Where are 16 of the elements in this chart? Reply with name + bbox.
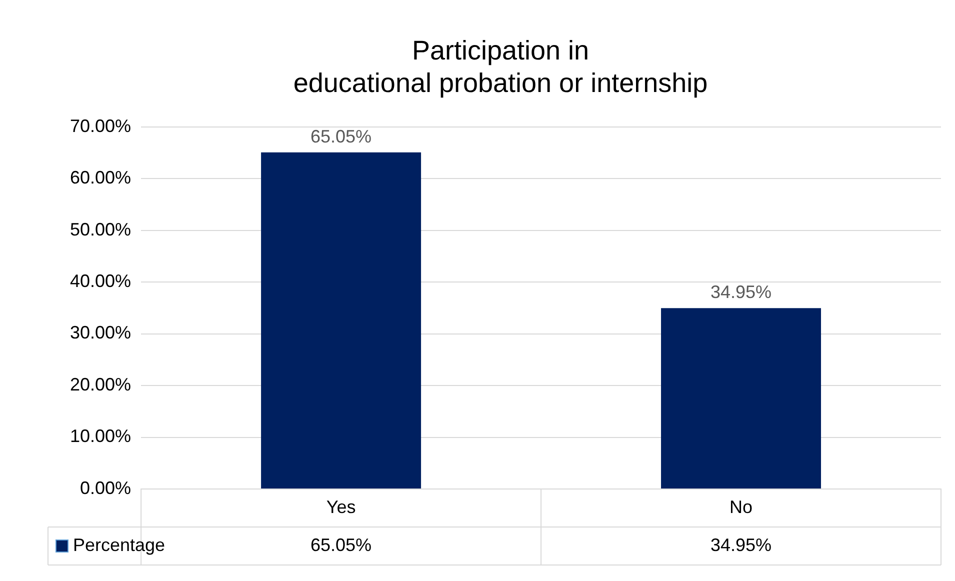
y-tick-label: 70.00% bbox=[70, 116, 132, 136]
y-tick-label: 50.00% bbox=[70, 219, 132, 240]
y-tick-label: 10.00% bbox=[70, 426, 132, 446]
y-tick-label: 0.00% bbox=[80, 478, 132, 498]
y-tick-label: 40.00% bbox=[70, 270, 132, 291]
legend-label: Percentage bbox=[73, 534, 166, 555]
text: 34.95% bbox=[710, 282, 772, 302]
data-label: 34.95% bbox=[710, 534, 772, 555]
chart-title: Participation in educational probation or internship bbox=[293, 36, 708, 98]
y-tick-label: 30.00% bbox=[70, 322, 132, 343]
data-label: 65.05% bbox=[310, 534, 372, 555]
y-tick-label: 60.00% bbox=[70, 168, 132, 188]
text: 65.05% bbox=[310, 126, 372, 146]
y-tick-label: 20.00% bbox=[70, 374, 132, 394]
x-tick-label: No bbox=[730, 496, 753, 517]
x-tick-label: Yes bbox=[326, 496, 356, 517]
